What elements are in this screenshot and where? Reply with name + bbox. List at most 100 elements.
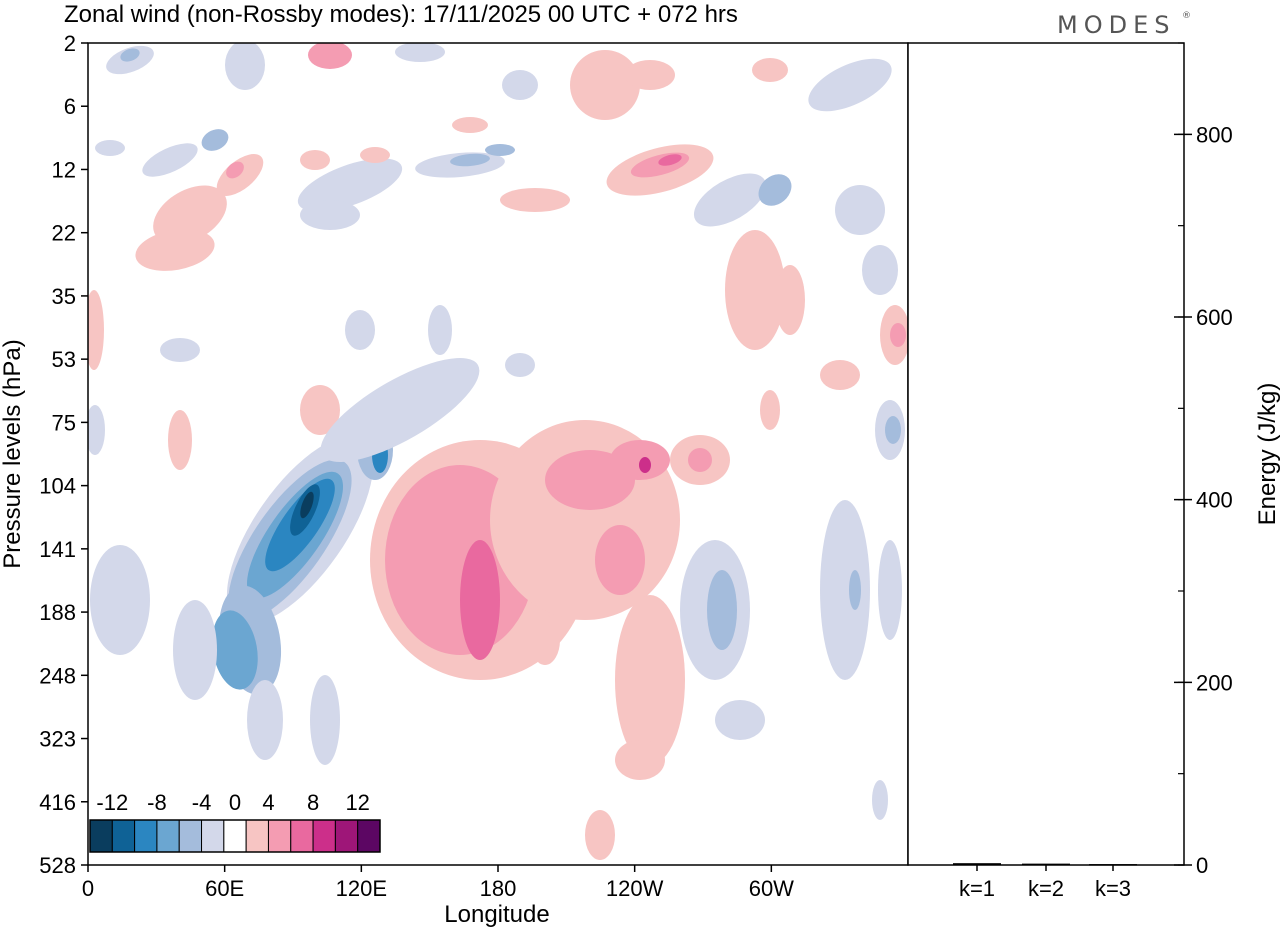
x-tick-label: 120E <box>336 876 387 901</box>
y-tick-label: 12 <box>52 157 76 182</box>
colorbar-label: 4 <box>262 790 274 815</box>
colorbar-swatch <box>178 819 203 853</box>
colorbar-swatch <box>290 819 314 853</box>
x-tick-label: 60W <box>749 876 794 901</box>
contour-region <box>570 50 640 120</box>
heatmap-x-axis: 0 60E 120E 180 120W 60W <box>82 865 794 901</box>
contour-region <box>173 600 217 700</box>
contour-region <box>707 570 737 650</box>
y-tick-label: 35 <box>52 284 76 309</box>
energy-x-tick-label: k=2 <box>1028 876 1064 901</box>
contour-region <box>658 154 682 166</box>
contour-region <box>395 43 445 62</box>
energy-panel: 0 200 400 600 800 k=1 k=2 k=3 <box>907 42 1233 901</box>
energy-bar <box>1022 863 1070 866</box>
energy-y-axis: 0 200 400 600 800 <box>1174 42 1233 878</box>
brand-logo: MODES <box>1057 11 1175 39</box>
contour-region <box>862 245 898 295</box>
contour-region <box>142 143 198 177</box>
colorbar-label: 8 <box>307 790 319 815</box>
contour-region <box>88 290 104 370</box>
colorbar-label: -4 <box>192 790 212 815</box>
contour-region <box>460 540 500 660</box>
energy-tick-label: 600 <box>1196 305 1233 330</box>
contour-region <box>872 780 888 820</box>
colorbar-swatch <box>334 819 359 853</box>
x-tick-label: 120W <box>606 876 664 901</box>
colorbar-swatch <box>89 819 113 853</box>
contour-region <box>247 680 283 760</box>
contour-region <box>428 305 452 355</box>
colorbar-label: 0 <box>229 790 241 815</box>
contour-region <box>820 500 870 680</box>
x-tick-label: 180 <box>480 876 517 901</box>
contour-region <box>505 353 535 377</box>
contour-group <box>88 43 908 860</box>
contour-region <box>88 405 105 455</box>
contour-region <box>715 700 765 740</box>
y-tick-label: 528 <box>39 853 76 878</box>
contour-region <box>760 390 780 430</box>
contour-region <box>452 117 488 133</box>
heatmap-plot-area: 0 60E 120E 180 120W 60W 2 6 12 22 35 53 75 104 141 188… <box>39 31 909 901</box>
colorbar-frame <box>89 819 381 853</box>
contour-region <box>216 154 264 196</box>
y-tick-label: 2 <box>64 31 76 56</box>
contour-region <box>135 229 215 271</box>
energy-bars <box>953 863 1137 866</box>
colorbar: -12 -8 -4 0 4 8 12 <box>89 790 381 853</box>
contour-region <box>775 265 805 335</box>
colorbar-swatch <box>111 819 136 853</box>
contour-region <box>308 43 352 69</box>
contour-region <box>615 740 665 780</box>
contour-region <box>820 360 860 390</box>
y-axis-label: Pressure levels (hPa) <box>0 339 26 568</box>
colorbar-label: -8 <box>147 790 167 815</box>
energy-tick-label: 0 <box>1196 853 1208 878</box>
colorbar-swatch <box>156 819 180 853</box>
colorbar-swatch <box>267 819 292 853</box>
y-tick-label: 188 <box>39 600 76 625</box>
x-tick-label: 60E <box>205 876 244 901</box>
contour-region <box>530 615 560 665</box>
contour-region <box>502 70 538 100</box>
contour-region <box>890 323 906 347</box>
chart-title: Zonal wind (non-Rossby modes): 17/11/202… <box>64 1 738 28</box>
contour-region <box>212 610 258 690</box>
contour-region <box>300 385 340 435</box>
contour-region <box>595 525 645 595</box>
y-tick-label: 141 <box>39 537 76 562</box>
energy-axis-label: Energy (J/kg) <box>1254 383 1280 526</box>
contour-region <box>615 595 685 765</box>
y-tick-label: 104 <box>39 474 76 499</box>
contour-region <box>225 43 265 90</box>
contour-region <box>310 675 340 765</box>
contour-region <box>758 174 792 206</box>
contour-region <box>688 448 712 472</box>
contour-region <box>120 48 140 62</box>
contour-region <box>300 491 314 519</box>
energy-frame <box>907 42 1185 866</box>
x-axis-label: Longitude <box>444 901 549 928</box>
contour-region <box>168 410 192 470</box>
colorbar-swatch <box>312 819 336 853</box>
y-tick-label: 323 <box>39 727 76 752</box>
energy-tick-label: 200 <box>1196 670 1233 695</box>
contour-region <box>153 185 227 245</box>
colorbar-swatch <box>223 819 247 853</box>
contour-region <box>160 338 200 362</box>
contour-region <box>95 140 125 156</box>
colorbar-swatch <box>357 819 381 853</box>
contour-region <box>320 358 480 462</box>
contour-region <box>835 185 885 235</box>
contour-region <box>878 540 902 640</box>
contour-region <box>300 200 360 230</box>
brand-mark: ® <box>1182 11 1191 21</box>
contour-region <box>300 150 330 170</box>
y-tick-label: 53 <box>52 347 76 372</box>
contour-region <box>849 570 861 610</box>
colorbar-label: 12 <box>345 790 369 815</box>
contour-region <box>90 545 150 655</box>
y-tick-label: 75 <box>52 410 76 435</box>
energy-x-axis: k=1 k=2 k=3 <box>959 865 1131 901</box>
